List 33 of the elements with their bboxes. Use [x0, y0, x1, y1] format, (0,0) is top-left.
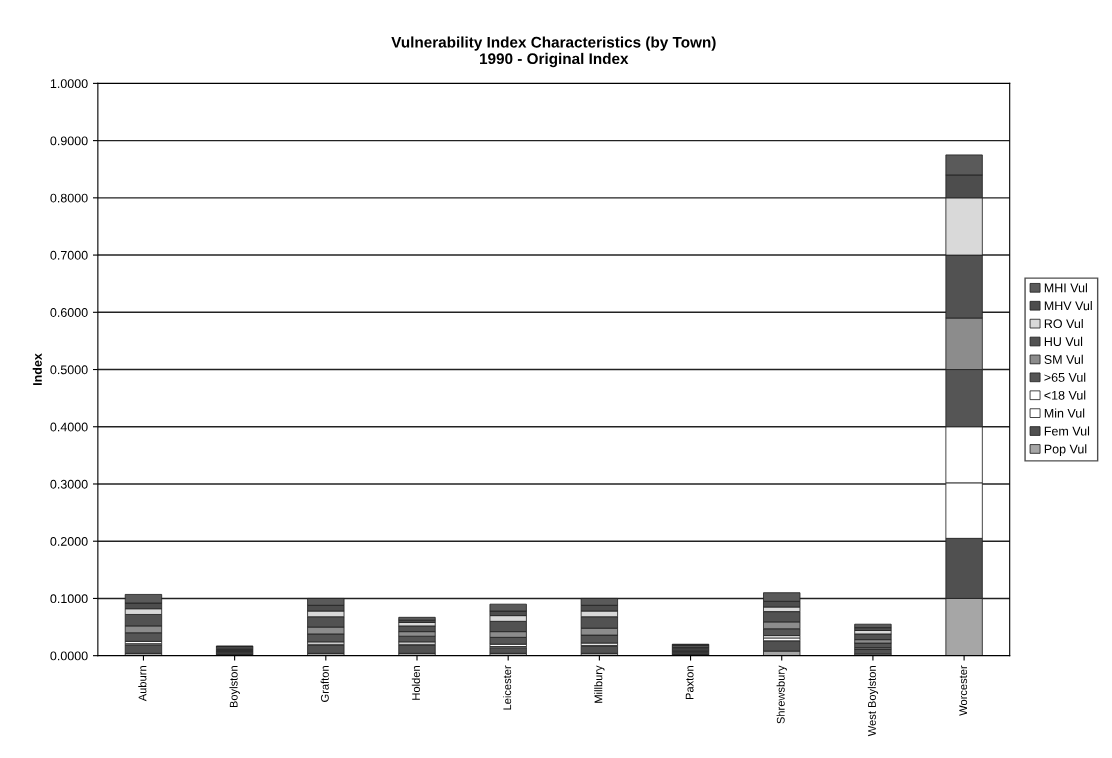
x-tick-label: Worcester: [959, 665, 968, 716]
y-tick-label: 0.7000: [50, 250, 88, 260]
y-tick-label: 0.9000: [50, 136, 88, 146]
legend-label: RO Vul: [1044, 318, 1083, 329]
legend-label: Min Vul: [1044, 408, 1085, 418]
y-tick-label: 0.8000: [50, 193, 88, 203]
y-tick-label: 0.0000: [50, 651, 88, 661]
x-tick-label: Auburn: [138, 666, 147, 702]
legend-label: Pop Vul: [1044, 444, 1087, 456]
x-tick-label: Paxton: [685, 666, 694, 700]
legend-label: SM Vul: [1044, 354, 1083, 364]
y-tick-label: 0.2000: [50, 537, 88, 546]
x-tick-label: Holden: [411, 666, 420, 700]
legend-label: >65 Vul: [1044, 372, 1086, 382]
x-tick-label: Millbury: [594, 665, 605, 703]
x-tick-label: Leicester: [503, 665, 512, 710]
y-tick-label: 0.3000: [50, 479, 88, 489]
x-tick-label: Boylston: [229, 666, 240, 708]
legend-label: <18 Vul: [1044, 390, 1086, 400]
legend-label: Fem Vul: [1044, 426, 1090, 436]
x-tick-label: West Boylston: [867, 666, 879, 737]
x-tick-label: Shrewsbury: [776, 665, 787, 724]
x-tick-label: Grafton: [320, 666, 329, 702]
y-tick-label: 0.6000: [50, 308, 88, 317]
y-tick-label: 0.4000: [50, 422, 88, 432]
y-tick-label: 1.0000: [50, 79, 88, 89]
legend-label: HU Vul: [1044, 336, 1083, 347]
legend-label: MHI Vul: [1044, 283, 1087, 293]
y-tick-label: 0.5000: [50, 365, 88, 375]
y-tick-label: 0.1000: [50, 594, 88, 604]
legend-label: MHV Vul: [1044, 301, 1092, 311]
chart-title: Vulnerability Index Characteristics (by Town) 1990 - Original Index: [391, 36, 716, 68]
y-axis-title: Index: [32, 353, 42, 386]
